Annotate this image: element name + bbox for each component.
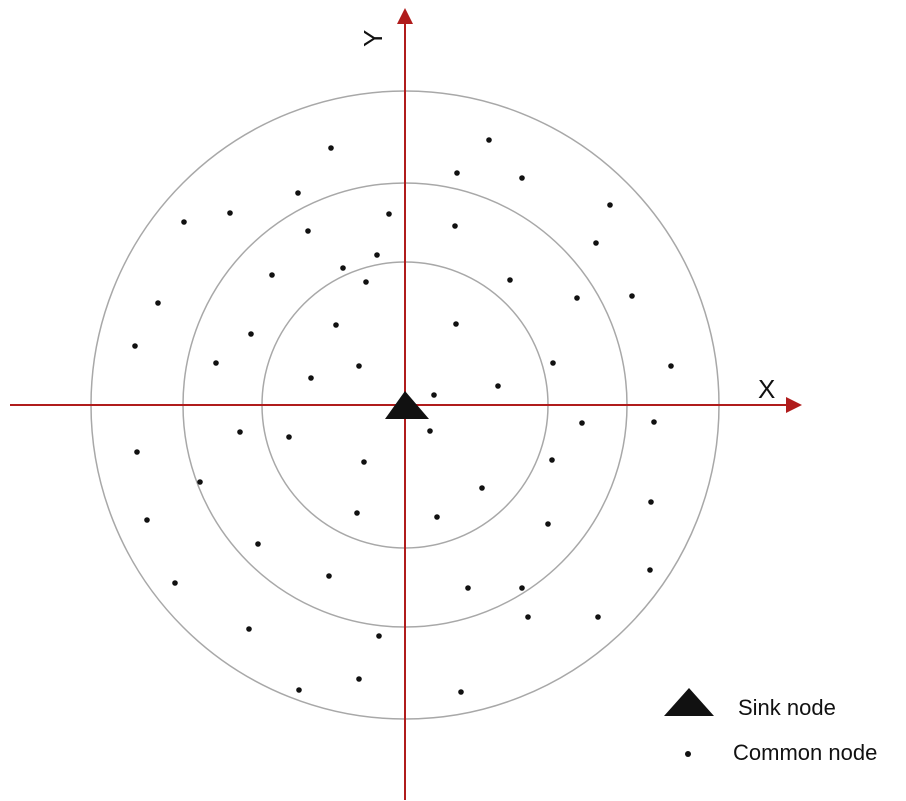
common-node — [144, 517, 150, 523]
common-node — [361, 459, 367, 465]
common-node — [328, 145, 334, 151]
common-node — [248, 331, 254, 337]
common-node — [356, 676, 362, 682]
common-node — [452, 223, 458, 229]
common-node — [629, 293, 635, 299]
common-node — [651, 419, 657, 425]
common-node — [181, 219, 187, 225]
legend: Sink node Common node — [664, 688, 877, 765]
common-node — [458, 689, 464, 695]
common-node — [593, 240, 599, 246]
common-node — [197, 479, 203, 485]
common-node — [308, 375, 314, 381]
common-node — [354, 510, 360, 516]
common-node — [237, 429, 243, 435]
common-node — [386, 211, 392, 217]
common-node — [454, 170, 460, 176]
common-node — [648, 499, 654, 505]
common-node — [545, 521, 551, 527]
common-node — [356, 363, 362, 369]
x-axis-arrow — [786, 397, 802, 413]
common-node — [549, 457, 555, 463]
common-node — [431, 392, 437, 398]
common-node — [295, 190, 301, 196]
common-node — [465, 585, 471, 591]
common-node — [213, 360, 219, 366]
common-node — [486, 137, 492, 143]
common-node — [519, 585, 525, 591]
common-node — [607, 202, 613, 208]
common-node — [519, 175, 525, 181]
common-node — [296, 687, 302, 693]
common-node — [427, 428, 433, 434]
common-node — [340, 265, 346, 271]
legend-sink-label: Sink node — [738, 695, 836, 720]
sink-node-marker — [385, 391, 429, 419]
common-nodes — [132, 137, 674, 695]
common-node — [668, 363, 674, 369]
common-node — [647, 567, 653, 573]
common-node — [134, 449, 140, 455]
common-node — [132, 343, 138, 349]
common-node — [246, 626, 252, 632]
common-node — [453, 321, 459, 327]
common-node — [363, 279, 369, 285]
common-node — [326, 573, 332, 579]
common-node — [255, 541, 261, 547]
common-node — [269, 272, 275, 278]
legend-sink-marker — [664, 688, 714, 716]
common-node — [376, 633, 382, 639]
legend-common-marker — [685, 751, 691, 757]
common-node — [507, 277, 513, 283]
common-node — [305, 228, 311, 234]
common-node — [574, 295, 580, 301]
y-axis-label: Y — [358, 30, 388, 47]
common-node — [525, 614, 531, 620]
y-axis-arrow — [397, 8, 413, 24]
common-node — [579, 420, 585, 426]
common-node — [227, 210, 233, 216]
common-node — [479, 485, 485, 491]
common-node — [495, 383, 501, 389]
legend-common-label: Common node — [733, 740, 877, 765]
common-node — [155, 300, 161, 306]
common-node — [595, 614, 601, 620]
x-axis-label: X — [758, 374, 775, 404]
common-node — [550, 360, 556, 366]
common-node — [333, 322, 339, 328]
common-node — [374, 252, 380, 258]
common-node — [286, 434, 292, 440]
common-node — [172, 580, 178, 586]
common-node — [434, 514, 440, 520]
